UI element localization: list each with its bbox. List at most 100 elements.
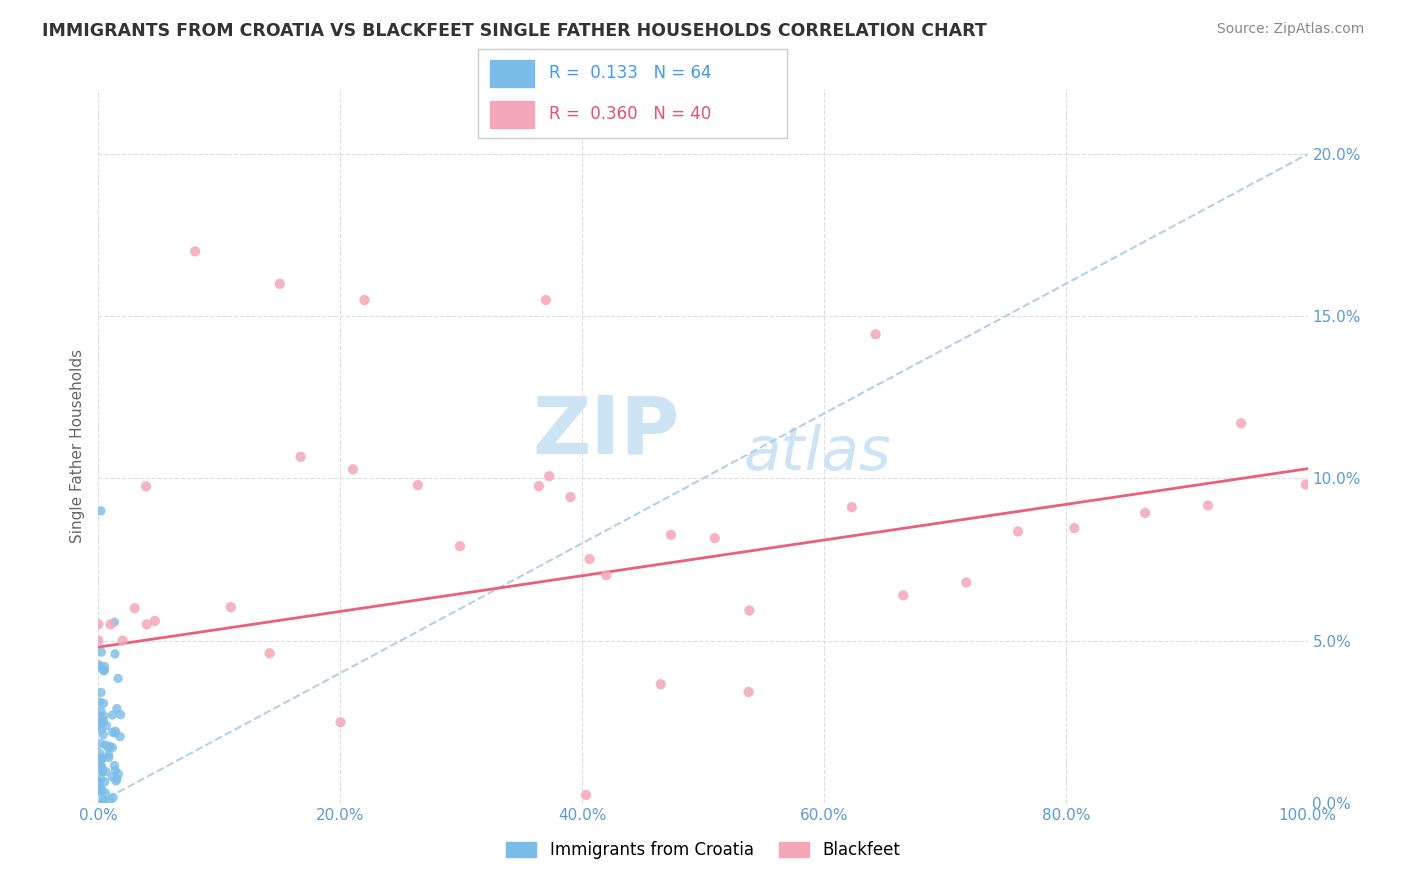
Point: [891, 588, 914, 602]
Point: [104, 764, 127, 778]
Point: [93, 659, 115, 673]
Point: [290, 450, 312, 464]
Point: [90, 704, 112, 718]
Point: [90, 504, 112, 518]
Point: [560, 490, 582, 504]
Point: [104, 647, 127, 661]
Point: [97, 747, 120, 762]
Bar: [491, 60, 534, 87]
Point: [406, 478, 429, 492]
Point: [103, 758, 125, 772]
Point: [87, 659, 110, 673]
Point: [104, 724, 127, 739]
Point: [107, 767, 129, 781]
Point: [96, 719, 118, 733]
Point: [87, 633, 110, 648]
Point: [89, 785, 111, 799]
Text: Source: ZipAtlas.com: Source: ZipAtlas.com: [1216, 22, 1364, 37]
Point: [93, 709, 115, 723]
Point: [91, 728, 114, 742]
Point: [94, 764, 117, 779]
Point: [135, 617, 157, 632]
Text: IMMIGRANTS FROM CROATIA VS BLACKFEET SINGLE FATHER HOUSEHOLDS CORRELATION CHART: IMMIGRANTS FROM CROATIA VS BLACKFEET SIN…: [42, 22, 987, 40]
Point: [93, 697, 115, 711]
Point: [90, 645, 112, 659]
Point: [100, 617, 122, 632]
Point: [91, 715, 114, 730]
Point: [87, 774, 110, 789]
Text: R =  0.360   N = 40: R = 0.360 N = 40: [550, 105, 711, 123]
Point: [841, 500, 863, 515]
Text: atlas: atlas: [744, 424, 891, 483]
Point: [1007, 524, 1029, 539]
Point: [353, 293, 375, 307]
Y-axis label: Single Father Households: Single Father Households: [69, 349, 84, 543]
Point: [90, 758, 112, 772]
Point: [89, 710, 111, 724]
Point: [101, 740, 124, 755]
Point: [91, 795, 114, 809]
Point: [703, 531, 725, 545]
Point: [659, 528, 682, 542]
Point: [97, 740, 120, 755]
Point: [650, 677, 672, 691]
Point: [143, 614, 166, 628]
Point: [89, 695, 111, 709]
Point: [104, 773, 127, 788]
Point: [101, 770, 124, 784]
Point: [97, 750, 120, 764]
Point: [111, 633, 134, 648]
Point: [1230, 416, 1253, 430]
Point: [89, 718, 111, 732]
Point: [98, 794, 121, 808]
Point: [91, 764, 114, 779]
Point: [575, 788, 598, 802]
Point: [1295, 477, 1317, 491]
Point: [105, 701, 128, 715]
Point: [578, 552, 600, 566]
Point: [91, 751, 114, 765]
Point: [90, 760, 112, 774]
Point: [90, 772, 112, 787]
Point: [105, 772, 128, 787]
Point: [90, 723, 112, 737]
Point: [94, 738, 117, 752]
Point: [259, 646, 281, 660]
Point: [184, 244, 207, 259]
Point: [738, 603, 761, 617]
Point: [219, 600, 242, 615]
Point: [94, 787, 117, 801]
Point: [538, 469, 561, 483]
Point: [104, 726, 127, 740]
FancyBboxPatch shape: [478, 49, 787, 138]
Legend: Immigrants from Croatia, Blackfeet: Immigrants from Croatia, Blackfeet: [499, 835, 907, 866]
Point: [87, 617, 110, 632]
Text: R =  0.133   N = 64: R = 0.133 N = 64: [550, 64, 711, 82]
Point: [103, 790, 125, 805]
Point: [91, 792, 114, 806]
Point: [342, 462, 364, 476]
Point: [534, 293, 557, 307]
Text: ZIP: ZIP: [533, 392, 681, 471]
Point: [89, 759, 111, 773]
Point: [110, 707, 132, 722]
Point: [737, 685, 759, 699]
Point: [98, 739, 121, 754]
Point: [93, 663, 115, 677]
Point: [101, 708, 124, 723]
Point: [1063, 521, 1085, 535]
Point: [93, 664, 115, 678]
Point: [89, 746, 111, 760]
Point: [90, 736, 112, 750]
Point: [91, 764, 114, 778]
Bar: [491, 101, 534, 128]
Point: [269, 277, 291, 291]
Point: [94, 774, 117, 789]
Point: [91, 783, 114, 797]
Point: [93, 714, 115, 728]
Point: [87, 775, 110, 789]
Point: [108, 730, 131, 744]
Point: [89, 781, 111, 796]
Point: [89, 780, 111, 795]
Point: [107, 672, 129, 686]
